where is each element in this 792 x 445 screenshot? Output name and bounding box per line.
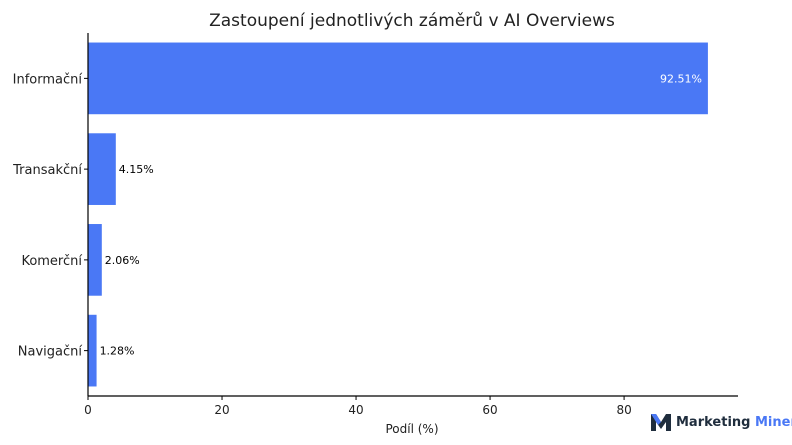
marketing-miner-logo: Marketing Miner <box>650 410 792 434</box>
y-tick-label: Transakční <box>12 163 82 178</box>
bar <box>88 133 116 205</box>
chart-title: Zastoupení jednotlivých záměrů v AI Over… <box>209 11 615 31</box>
x-axis-label: Podíl (%) <box>385 422 438 436</box>
logo-word-miner: Miner <box>755 414 792 430</box>
y-tick-label: Informační <box>13 72 83 87</box>
bar <box>88 224 102 296</box>
x-tick-label: 60 <box>482 403 497 417</box>
marketing-miner-m-icon <box>651 414 671 431</box>
logo-word-marketing: Marketing <box>676 414 751 430</box>
data-label: 92.51% <box>660 72 702 85</box>
data-label: 1.28% <box>100 345 135 358</box>
bar <box>88 42 708 115</box>
bar <box>88 314 97 387</box>
x-tick-label: 80 <box>616 403 631 417</box>
x-tick-label: 0 <box>84 403 92 417</box>
y-tick-label: Komerční <box>21 254 82 269</box>
data-label: 2.06% <box>105 254 140 267</box>
x-tick-label: 40 <box>348 403 363 417</box>
data-label: 4.15% <box>119 163 154 176</box>
y-tick-label: Navigační <box>18 345 83 360</box>
x-tick-label: 20 <box>214 403 229 417</box>
